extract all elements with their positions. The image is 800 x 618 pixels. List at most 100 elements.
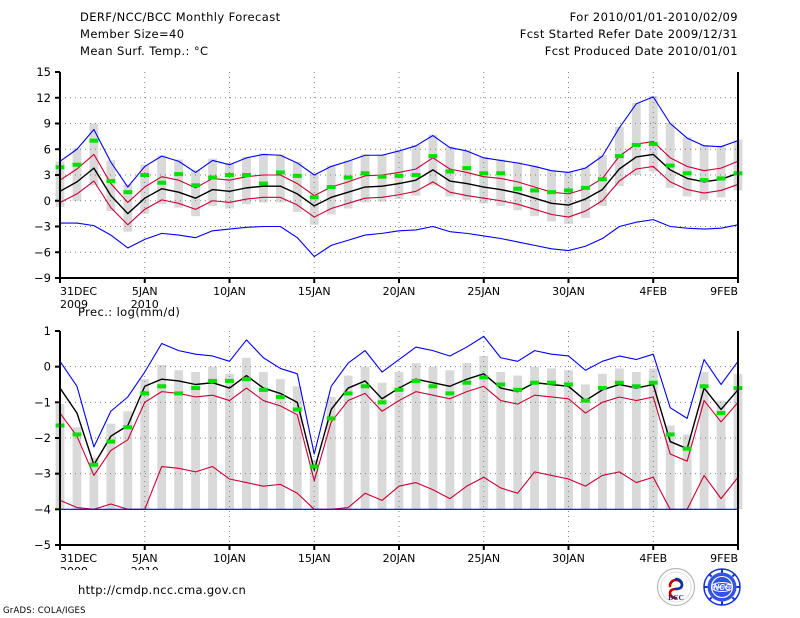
range-bar [496, 372, 506, 510]
median-marker [496, 382, 506, 387]
median-marker [513, 186, 523, 191]
x-tick-label: 10JAN [213, 552, 246, 565]
y-tick-label: −6 [34, 245, 51, 259]
x-tick-sublabel: 2009 [60, 565, 88, 570]
range-bar [174, 370, 184, 510]
variable-label-precipitation: Prec.: log(mm/d) [78, 305, 181, 319]
range-bar [140, 164, 150, 214]
median-marker [326, 416, 336, 421]
range-bar [292, 386, 302, 510]
median-marker [530, 188, 540, 193]
median-marker [191, 183, 201, 188]
range-bar [242, 156, 251, 205]
median-marker [513, 387, 523, 392]
range-bar [326, 396, 336, 510]
median-marker [225, 378, 234, 383]
median-marker [309, 464, 319, 469]
range-bar [699, 144, 709, 200]
x-tick-label: 9FEB [710, 552, 738, 565]
median-marker [479, 375, 489, 380]
median-marker [462, 166, 472, 171]
median-marker [597, 386, 607, 391]
median-marker [275, 170, 285, 175]
median-marker [462, 380, 472, 385]
median-marker [208, 175, 217, 180]
x-tick-sublabel: 2010 [131, 565, 159, 570]
x-tick-label: 31DEC [60, 552, 97, 565]
range-bar [309, 459, 319, 510]
y-tick-label: 12 [36, 91, 51, 105]
median-marker [547, 380, 556, 385]
median-marker [631, 142, 641, 147]
median-marker [682, 171, 692, 176]
range-bar [106, 423, 116, 510]
y-tick-label: 9 [44, 117, 51, 131]
range-bar [547, 169, 556, 222]
variable-label-temperature: Mean Surf. Temp.: °C [80, 44, 209, 58]
median-marker [428, 384, 438, 389]
series-upper-quartile [59, 385, 739, 482]
svg-text:BCC: BCC [668, 593, 684, 602]
logo-group: BCC NCC [656, 567, 742, 607]
range-bar [394, 372, 404, 510]
median-marker [428, 154, 438, 159]
median-marker [343, 391, 353, 396]
range-bar [479, 156, 489, 204]
median-marker [225, 173, 234, 177]
range-bar [242, 357, 251, 510]
median-marker [682, 446, 692, 451]
median-marker [394, 387, 404, 392]
median-marker [496, 171, 506, 176]
median-marker [564, 188, 573, 193]
y-tick-label: 15 [36, 65, 51, 79]
median-marker [360, 384, 370, 389]
y-tick-label: 6 [44, 142, 51, 156]
grads-credit: GrADS: COLA/IGES [3, 606, 86, 616]
range-bar [479, 355, 489, 510]
range-bar [428, 366, 438, 510]
median-marker [445, 391, 455, 396]
median-marker [479, 171, 489, 176]
median-marker [174, 172, 184, 177]
series-lower-quartile [59, 465, 739, 510]
x-tick-label: 10JAN [213, 285, 246, 298]
range-bar [513, 375, 523, 510]
median-marker [89, 138, 99, 143]
y-tick-label: −2 [34, 431, 51, 445]
x-tick-label: 5JAN [132, 285, 158, 298]
median-marker [597, 177, 607, 182]
x-tick-label: 5JAN [132, 552, 158, 565]
median-marker [123, 425, 133, 430]
range-bar [292, 162, 302, 212]
range-bar [496, 159, 506, 206]
median-marker [106, 439, 116, 444]
median-marker [648, 380, 658, 385]
range-bar [631, 372, 641, 510]
median-marker [140, 391, 150, 396]
range-bar [140, 379, 150, 510]
range-bar [530, 366, 540, 510]
range-bar [208, 366, 217, 510]
median-marker [631, 384, 641, 389]
median-marker [581, 398, 590, 403]
website-url[interactable]: http://cmdp.ncc.cma.gov.cn [78, 583, 247, 597]
median-marker [275, 394, 285, 399]
median-marker [411, 378, 421, 383]
range-bar [581, 167, 590, 218]
series-min-envelope [60, 219, 739, 258]
median-marker [174, 391, 184, 396]
range-bar [699, 372, 709, 510]
range-bar [428, 134, 438, 186]
range-bar [462, 363, 472, 510]
y-tick-label: −3 [34, 220, 51, 234]
median-marker [716, 176, 726, 181]
range-bar [123, 411, 133, 510]
median-marker [89, 462, 99, 467]
x-tick-label: 30JAN [552, 285, 585, 298]
median-marker [292, 407, 302, 412]
median-marker [258, 387, 268, 392]
range-bar [157, 155, 167, 205]
ncc-logo: NCC [703, 568, 741, 606]
median-marker [72, 432, 82, 437]
